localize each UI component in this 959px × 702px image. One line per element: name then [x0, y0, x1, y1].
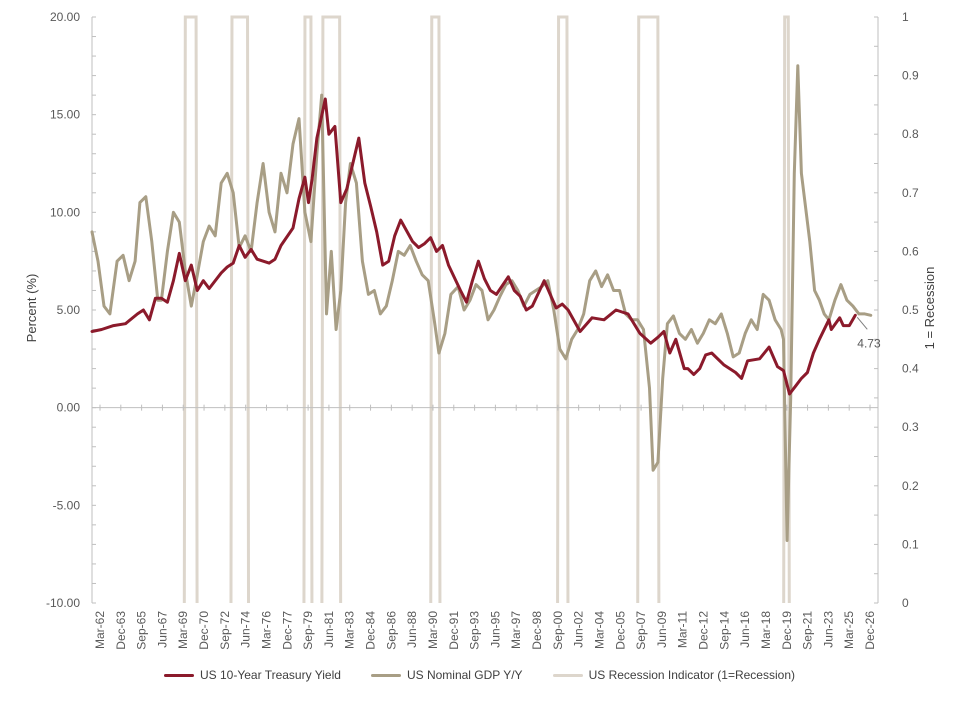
- y-tick-label: -5.00: [53, 498, 81, 512]
- recession-period: [636, 15, 661, 604]
- legend-swatch-recession: [552, 673, 583, 677]
- x-tick-label: Mar-25: [842, 611, 856, 649]
- x-tick-label: Dec-91: [447, 611, 461, 650]
- legend-label-recession: US Recession Indicator (1=Recession): [588, 668, 795, 682]
- annotation-leader: [856, 316, 868, 330]
- recession-period: [320, 15, 343, 604]
- y-axis-title: Percent (%): [24, 274, 39, 343]
- x-tick-label: Jun-02: [572, 611, 586, 648]
- right-tick-labels: 1 0.9 0.8 0.7 0.6 0.5 0.4 0.3 0.2 0.1 0: [902, 10, 919, 610]
- x-tick-label: Jun-88: [405, 611, 419, 648]
- x-tick-label: Mar-69: [176, 611, 190, 649]
- legend-item-gdp: US Nominal GDP Y/Y: [370, 668, 523, 682]
- x-tick-label: Mar-90: [426, 611, 440, 649]
- x-tick-labels: Mar-62 Dec-63 Sep-65 Jun-67 Mar-69 Dec-70 Sep-…: [93, 611, 877, 650]
- x-tick-label: Dec-05: [613, 611, 627, 650]
- y2-tick-label: 0: [902, 596, 909, 610]
- x-tick-label: Sep-65: [135, 611, 149, 650]
- recession-period: [182, 15, 199, 604]
- x-tick-label: Mar-83: [343, 611, 357, 649]
- y2-tick-label: 0.2: [902, 479, 919, 493]
- x-tick-label: Dec-63: [114, 611, 128, 650]
- x-tick-label: Dec-84: [364, 611, 378, 650]
- y-tick-label: 15.00: [50, 108, 80, 122]
- y2-tick-label: 0.3: [902, 420, 919, 434]
- legend-swatch-gdp: [370, 673, 401, 677]
- y2-tick-label: 0.5: [902, 303, 919, 317]
- y2-tick-label: 0.8: [902, 127, 919, 141]
- x-tick-label: Sep-86: [384, 611, 398, 650]
- gdp-series-line: [90, 64, 873, 542]
- x-tick-label: Dec-12: [697, 611, 711, 650]
- annotation-layer: 4.73: [856, 316, 881, 350]
- x-tick-label: Dec-70: [197, 611, 211, 650]
- y2-tick-label: 0.4: [902, 362, 919, 376]
- legend-swatch-yield: [163, 673, 194, 677]
- y-tick-label: 20.00: [50, 10, 80, 24]
- annotation-label: 4.73: [857, 336, 881, 350]
- x-tick-label: Jun-09: [655, 611, 669, 648]
- x-tick-label: Sep-14: [717, 611, 731, 650]
- y-tick-label: 0.00: [57, 401, 81, 415]
- x-tick-label: Sep-93: [468, 611, 482, 650]
- x-tick-label: Sep-07: [634, 611, 648, 650]
- x-tick-label: Sep-21: [801, 611, 815, 650]
- x-tick-label: Dec-77: [280, 611, 294, 650]
- x-tick-label: Jun-67: [155, 611, 169, 648]
- x-tick-label: Mar-04: [592, 611, 606, 649]
- x-tick-label: Dec-98: [530, 611, 544, 650]
- x-tick-label: Sep-00: [551, 611, 565, 650]
- y-tick-label: 10.00: [50, 205, 80, 219]
- left-tick-labels: 20.00 15.00 10.00 5.00 0.00 -5.00 -10.00: [46, 10, 80, 610]
- x-tick-label: Mar-62: [93, 611, 107, 649]
- y-tick-label: 5.00: [57, 303, 81, 317]
- legend-item-recession: US Recession Indicator (1=Recession): [552, 668, 795, 682]
- x-tick-label: Jun-16: [738, 611, 752, 648]
- x-tick-label: Mar-76: [259, 611, 273, 649]
- y2-axis-title: 1 = Recession: [922, 267, 937, 350]
- legend-label-yield: US 10-Year Treasury Yield: [199, 668, 341, 682]
- x-tick-label: Mar-97: [509, 611, 523, 649]
- x-tick-label: Jun-74: [239, 611, 253, 648]
- y-tick-label: -10.00: [46, 596, 80, 610]
- x-tick-label: Jun-23: [821, 611, 835, 648]
- axes-layer: [91, 16, 879, 604]
- x-tick-label: Dec-26: [863, 611, 877, 650]
- x-tick-label: Jun-95: [488, 611, 502, 648]
- legend: US 10-Year Treasury Yield US Nominal GDP…: [0, 668, 959, 682]
- legend-label-gdp: US Nominal GDP Y/Y: [406, 668, 523, 682]
- recession-period: [302, 15, 314, 604]
- y2-tick-label: 0.1: [902, 537, 919, 551]
- recession-period: [229, 15, 251, 604]
- x-tick-label: Jun-81: [322, 611, 336, 648]
- gdp-series-layer: [90, 64, 873, 542]
- yield-series-line: [90, 97, 857, 396]
- x-tick-label: Mar-18: [759, 611, 773, 649]
- y2-tick-label: 0.7: [902, 186, 919, 200]
- y2-tick-label: 1: [902, 10, 909, 24]
- recession-period: [782, 15, 791, 604]
- x-tick-label: Sep-79: [301, 611, 315, 650]
- y2-tick-label: 0.6: [902, 244, 919, 258]
- x-tick-label: Sep-72: [218, 611, 232, 650]
- yield-series-layer: [90, 97, 857, 396]
- legend-item-yield: US 10-Year Treasury Yield: [163, 668, 341, 682]
- x-tick-label: Dec-19: [780, 611, 794, 650]
- x-tick-label: Mar-11: [676, 611, 690, 648]
- y2-tick-label: 0.9: [902, 69, 919, 83]
